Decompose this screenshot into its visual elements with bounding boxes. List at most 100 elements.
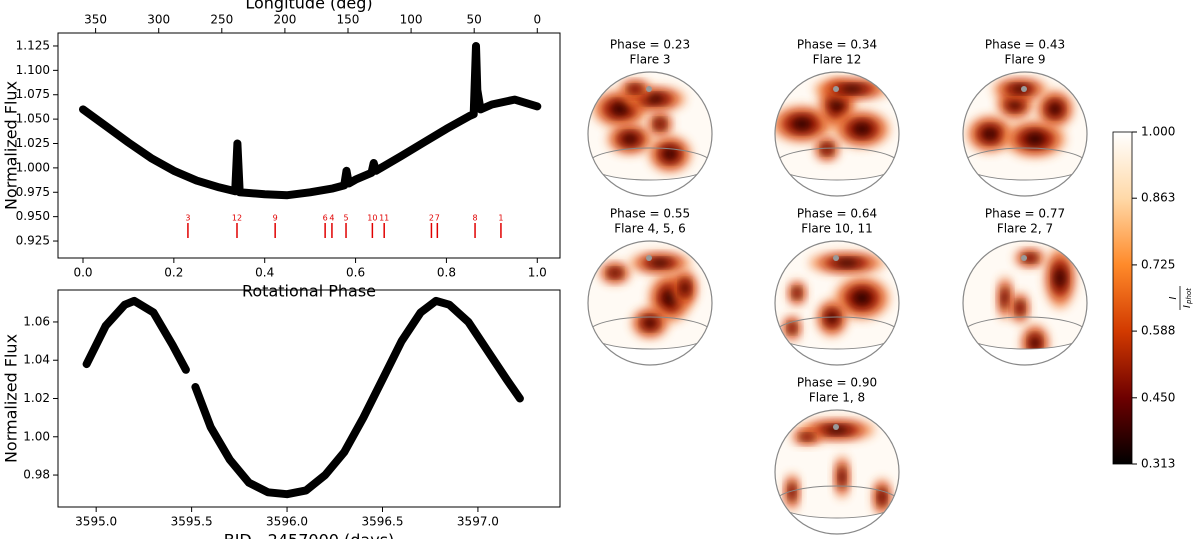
equator — [775, 147, 899, 181]
equator — [588, 147, 712, 181]
x-tick-label: 1.0 — [528, 266, 547, 280]
cb-label-den: I — [1182, 305, 1193, 308]
spot-core — [792, 118, 812, 130]
colorbar — [1112, 131, 1133, 465]
spot-core — [1002, 291, 1008, 305]
x-tick-label: 3595.5 — [171, 515, 213, 529]
y-tick-label: 0.950 — [16, 209, 50, 223]
spot-core — [1030, 337, 1040, 349]
x-tick-label: 3596.0 — [266, 515, 308, 529]
y-tick-label: 1.075 — [16, 87, 50, 101]
y-tick-label: 1.025 — [16, 136, 50, 150]
sphere-outline — [587, 240, 713, 366]
x2-tick-label: 250 — [210, 13, 233, 27]
map — [963, 72, 1087, 196]
cb-tick-label: 1.000 — [1141, 125, 1175, 139]
map-subtitle: Flare 3 — [629, 53, 670, 67]
x2-axis-label: Longitude (deg) — [245, 0, 372, 13]
x2-tick-label: 150 — [337, 13, 360, 27]
pole — [833, 255, 839, 261]
x-tick-label: 0.2 — [164, 266, 183, 280]
cb-tick-label: 0.313 — [1141, 457, 1175, 471]
spot-core — [663, 290, 677, 306]
flare-label: 12 — [232, 214, 242, 223]
map — [775, 72, 899, 196]
map-title: Phase = 0.77 — [985, 207, 1065, 221]
x-tick-label: 0.0 — [73, 266, 92, 280]
flare-label: 6 — [323, 214, 328, 223]
map — [775, 241, 899, 365]
x-tick-label: 3595.0 — [75, 515, 117, 529]
x2-tick-label: 300 — [147, 13, 170, 27]
y-tick-label: 1.050 — [16, 112, 50, 126]
flare-label: 9 — [273, 214, 278, 223]
x2-tick-label: 0 — [533, 13, 541, 27]
spot-core — [656, 120, 664, 128]
spot-core — [630, 86, 640, 92]
y-tick-label: 1.125 — [16, 38, 50, 52]
flare-label: 10 — [367, 214, 377, 223]
equator — [963, 147, 1087, 181]
equator — [588, 316, 712, 350]
spot-core — [1049, 103, 1061, 115]
y-axis-label: Normalized Flux — [2, 334, 21, 463]
x-tick-label: 0.4 — [255, 266, 274, 280]
spot-core — [645, 95, 665, 103]
spot-core — [831, 96, 843, 112]
y-tick-label: 0.98 — [23, 468, 50, 482]
x-tick-label: 0.6 — [346, 266, 365, 280]
flare-label: 1 — [498, 214, 503, 223]
spot-core — [853, 123, 871, 135]
y-tick-label: 1.06 — [23, 314, 50, 328]
spot-core — [839, 470, 845, 484]
spot-core — [789, 486, 795, 498]
pole — [833, 424, 839, 430]
x2-tick-label: 50 — [467, 13, 482, 27]
map-title: Phase = 0.64 — [797, 207, 877, 221]
spot-core — [794, 289, 800, 297]
flare-label: 3 — [185, 214, 190, 223]
spot-core — [802, 434, 812, 440]
sphere-outline — [962, 71, 1088, 197]
x2-tick-label: 100 — [400, 13, 423, 27]
spot-core — [827, 312, 837, 324]
map-title: Phase = 0.55 — [610, 207, 690, 221]
flare-label: 4 — [329, 214, 334, 223]
equator — [775, 485, 899, 519]
spot-core — [839, 85, 865, 93]
pole — [646, 255, 652, 261]
spot-core — [789, 324, 795, 332]
spot-core — [834, 259, 860, 267]
map — [588, 72, 712, 196]
sphere-outline — [774, 71, 900, 197]
plot-frame — [57, 32, 561, 259]
spot-core — [1017, 303, 1023, 313]
map-subtitle: Flare 9 — [1004, 53, 1045, 67]
spot-core — [824, 426, 850, 434]
pole — [1021, 86, 1027, 92]
y-tick-label: 1.02 — [23, 391, 50, 405]
map-title: Phase = 0.43 — [985, 38, 1065, 52]
map-subtitle: Flare 2, 7 — [997, 222, 1053, 236]
spot-core — [823, 145, 831, 153]
map-subtitle: Flare 1, 8 — [809, 391, 865, 405]
pole — [833, 86, 839, 92]
x-axis-label: Rotational Phase — [242, 282, 376, 301]
sphere-outline — [587, 71, 713, 197]
spot-core — [1025, 133, 1045, 145]
spot-core — [644, 318, 656, 328]
y-tick-label: 0.925 — [16, 234, 50, 248]
map-subtitle: Flare 10, 11 — [801, 222, 873, 236]
y-tick-label: 1.000 — [16, 160, 50, 174]
spot-core — [879, 491, 885, 503]
x-tick-label: 3597.0 — [457, 515, 499, 529]
cb-label-sub: phot — [1185, 288, 1193, 305]
sphere-outline — [962, 240, 1088, 366]
flare-label: 8 — [472, 214, 477, 223]
y-tick-label: 1.100 — [16, 63, 50, 77]
spot-core — [650, 259, 670, 267]
equator — [775, 316, 899, 350]
spot-core — [622, 134, 638, 144]
cb-tick-label: 0.863 — [1141, 191, 1175, 205]
